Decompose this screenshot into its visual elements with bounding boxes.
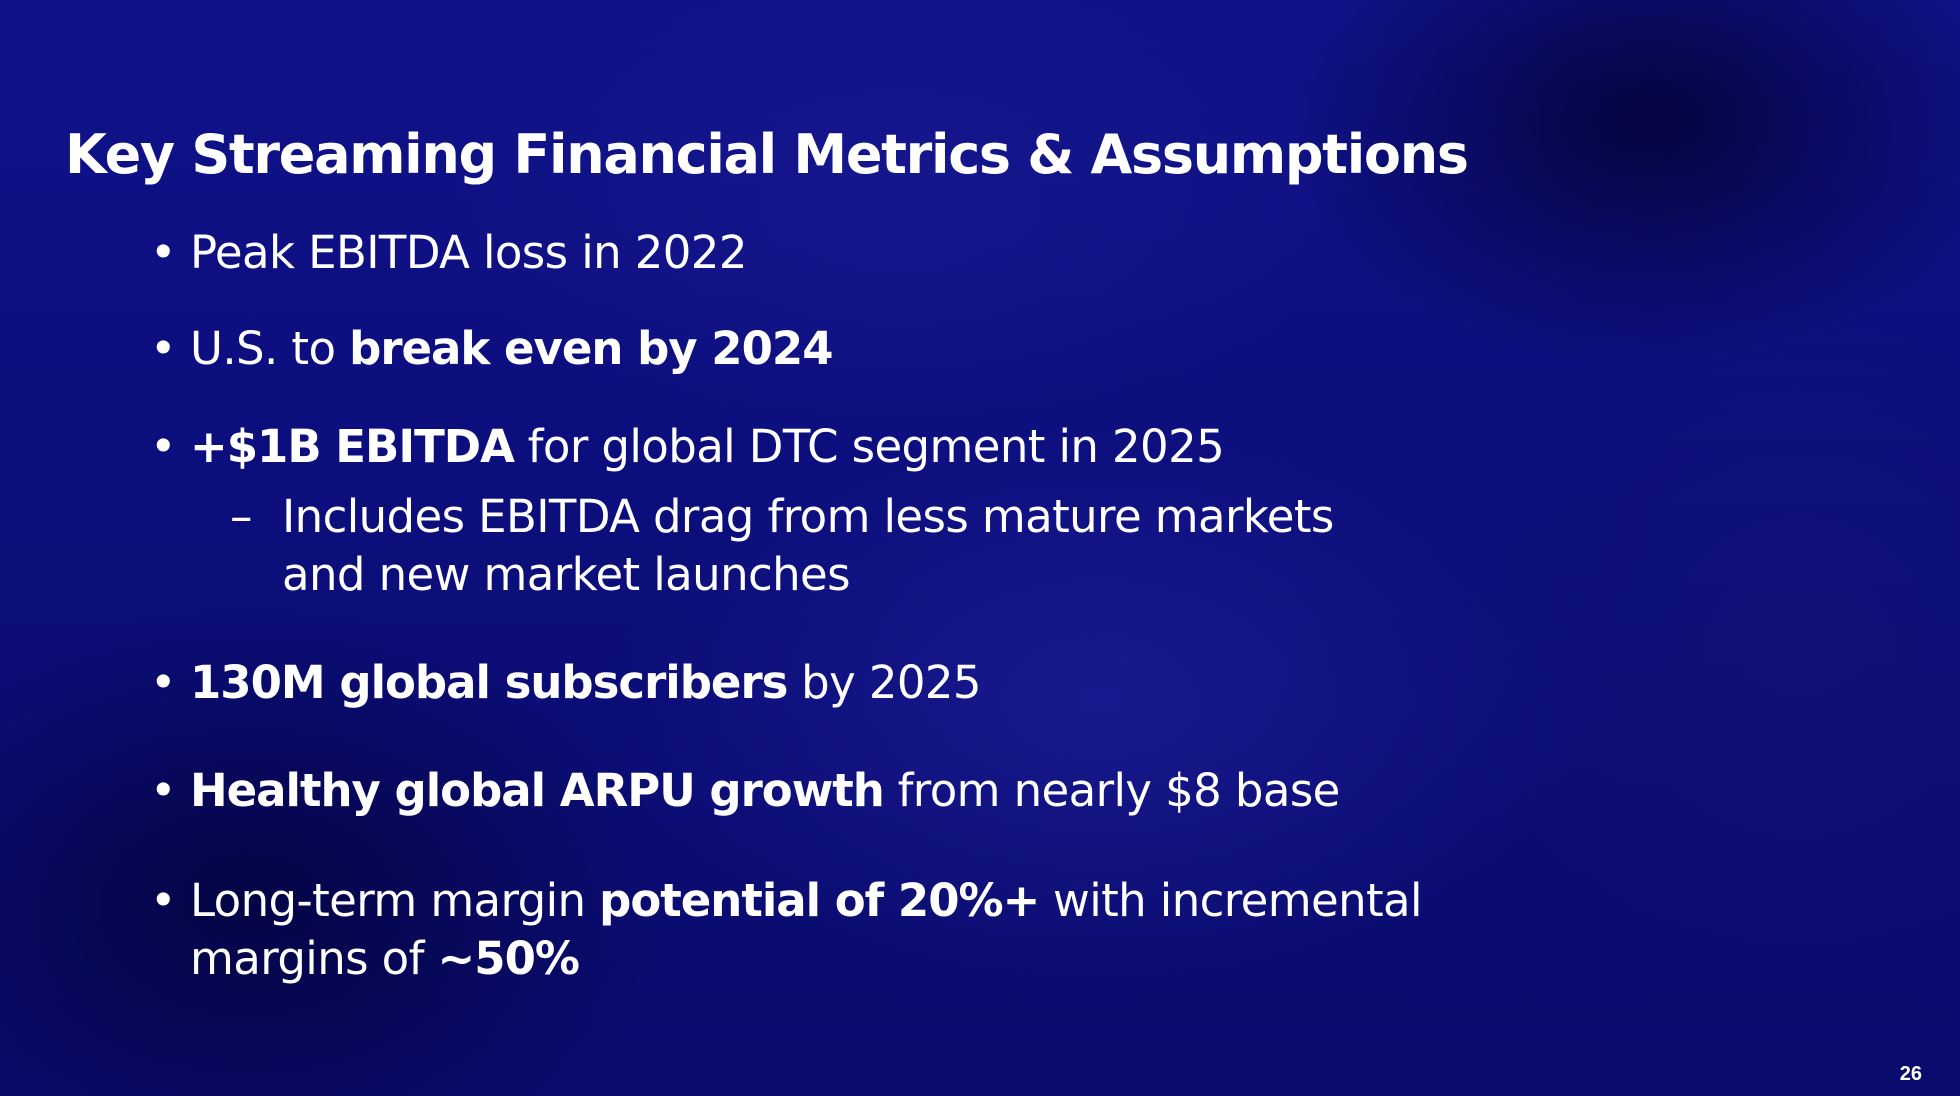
bullet-marker: • — [150, 874, 177, 927]
bullet-global-subscribers: • 130M global subscribers by 2025 — [150, 654, 982, 712]
bullet-text-line-1: Long-term margin potential of 20%+ with … — [190, 874, 1423, 927]
page-number: 26 — [1899, 1063, 1922, 1085]
bullet-text: Peak EBITDA loss in 2022 — [190, 226, 747, 279]
bullet-long-term-margin: • Long-term margin potential of 20%+ wit… — [150, 872, 1423, 988]
bullet-text: U.S. to break even by 2024 — [190, 322, 834, 375]
bullet-marker: • — [150, 226, 177, 279]
bullet-text-line-2: margins of ~50% — [190, 932, 580, 985]
bullet-ebitda-dtc: • +$1B EBITDA for global DTC segment in … — [150, 418, 1225, 476]
bullet-marker: • — [150, 764, 177, 817]
sub-bullet-marker: – — [230, 490, 253, 543]
bullet-text: +$1B EBITDA for global DTC segment in 20… — [190, 420, 1225, 473]
sub-bullet-line-1: Includes EBITDA drag from less mature ma… — [282, 490, 1334, 543]
sub-bullet-line-2: and new market launches — [282, 548, 851, 601]
bullet-text: Healthy global ARPU growth from nearly $… — [190, 764, 1340, 817]
bullet-marker: • — [150, 656, 177, 709]
slide-title: Key Streaming Financial Metrics & Assump… — [65, 123, 1469, 187]
bullet-marker: • — [150, 322, 177, 375]
sub-bullet-ebitda-drag: – Includes EBITDA drag from less mature … — [230, 488, 1334, 604]
bullet-us-break-even: • U.S. to break even by 2024 — [150, 320, 834, 378]
bullet-arpu-growth: • Healthy global ARPU growth from nearly… — [150, 762, 1340, 820]
bullet-peak-ebitda-loss: • Peak EBITDA loss in 2022 — [150, 224, 747, 282]
bullet-marker: • — [150, 420, 177, 473]
bullet-text: 130M global subscribers by 2025 — [190, 656, 982, 709]
